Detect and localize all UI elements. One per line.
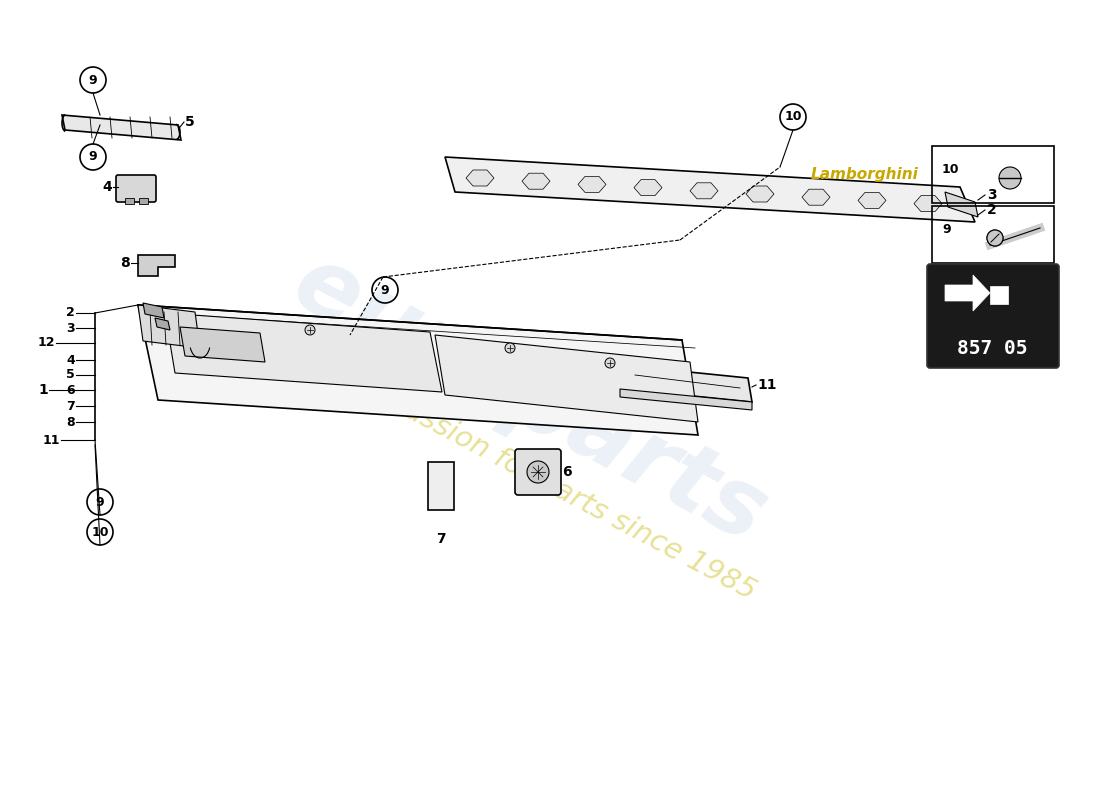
Polygon shape [155, 318, 170, 330]
Text: 4: 4 [66, 354, 75, 366]
Text: 6: 6 [562, 465, 572, 479]
Polygon shape [165, 313, 442, 392]
Polygon shape [945, 192, 978, 217]
Text: 3: 3 [987, 188, 997, 202]
Text: 11: 11 [757, 378, 777, 392]
Text: 8: 8 [120, 256, 130, 270]
Circle shape [605, 358, 615, 368]
Polygon shape [914, 196, 942, 212]
Circle shape [999, 167, 1021, 189]
Text: a passion for parts since 1985: a passion for parts since 1985 [360, 374, 761, 606]
Polygon shape [138, 255, 175, 276]
Bar [125, 198, 134, 204]
Text: 3: 3 [66, 322, 75, 334]
Polygon shape [180, 327, 265, 362]
Polygon shape [138, 305, 200, 348]
Text: 9: 9 [942, 223, 950, 236]
Polygon shape [466, 170, 494, 186]
Text: 6: 6 [66, 383, 75, 397]
Text: 9: 9 [89, 150, 97, 163]
Polygon shape [802, 190, 830, 206]
Text: 10: 10 [942, 163, 959, 176]
Text: 2: 2 [66, 306, 75, 319]
Circle shape [527, 461, 549, 483]
Bar [139, 198, 148, 204]
Polygon shape [620, 389, 752, 410]
Text: 857 05: 857 05 [957, 338, 1027, 358]
Polygon shape [620, 365, 752, 402]
Polygon shape [945, 275, 990, 311]
Text: 2: 2 [987, 203, 997, 217]
Polygon shape [522, 174, 550, 190]
FancyBboxPatch shape [927, 264, 1059, 368]
Text: 9: 9 [96, 495, 104, 509]
Polygon shape [858, 192, 886, 208]
Text: 8: 8 [66, 415, 75, 429]
Bar [428, 462, 454, 510]
Text: 1: 1 [39, 383, 48, 397]
Text: 12: 12 [37, 337, 55, 350]
Text: 10: 10 [91, 526, 109, 538]
Bar [932, 206, 1054, 263]
Circle shape [987, 230, 1003, 246]
Text: 11: 11 [43, 434, 60, 446]
Polygon shape [578, 176, 606, 192]
Polygon shape [143, 303, 164, 318]
Polygon shape [746, 186, 774, 202]
Polygon shape [62, 115, 182, 140]
Text: 7: 7 [437, 532, 446, 546]
Polygon shape [690, 182, 718, 198]
Text: 9: 9 [89, 74, 97, 86]
Text: 5: 5 [185, 115, 195, 129]
Text: 4: 4 [102, 180, 112, 194]
Text: 9: 9 [381, 283, 389, 297]
Text: 10: 10 [784, 110, 802, 123]
Bar [990, 286, 1008, 304]
Text: europarts: europarts [278, 237, 782, 563]
Text: Lamborghini: Lamborghini [811, 167, 918, 182]
Polygon shape [434, 335, 698, 422]
Polygon shape [634, 180, 662, 196]
FancyBboxPatch shape [116, 175, 156, 202]
Circle shape [505, 343, 515, 353]
Circle shape [305, 325, 315, 335]
Text: 5: 5 [66, 369, 75, 382]
Bar [932, 146, 1054, 203]
FancyBboxPatch shape [515, 449, 561, 495]
Text: 7: 7 [66, 399, 75, 413]
Polygon shape [446, 157, 975, 222]
Polygon shape [138, 305, 698, 435]
